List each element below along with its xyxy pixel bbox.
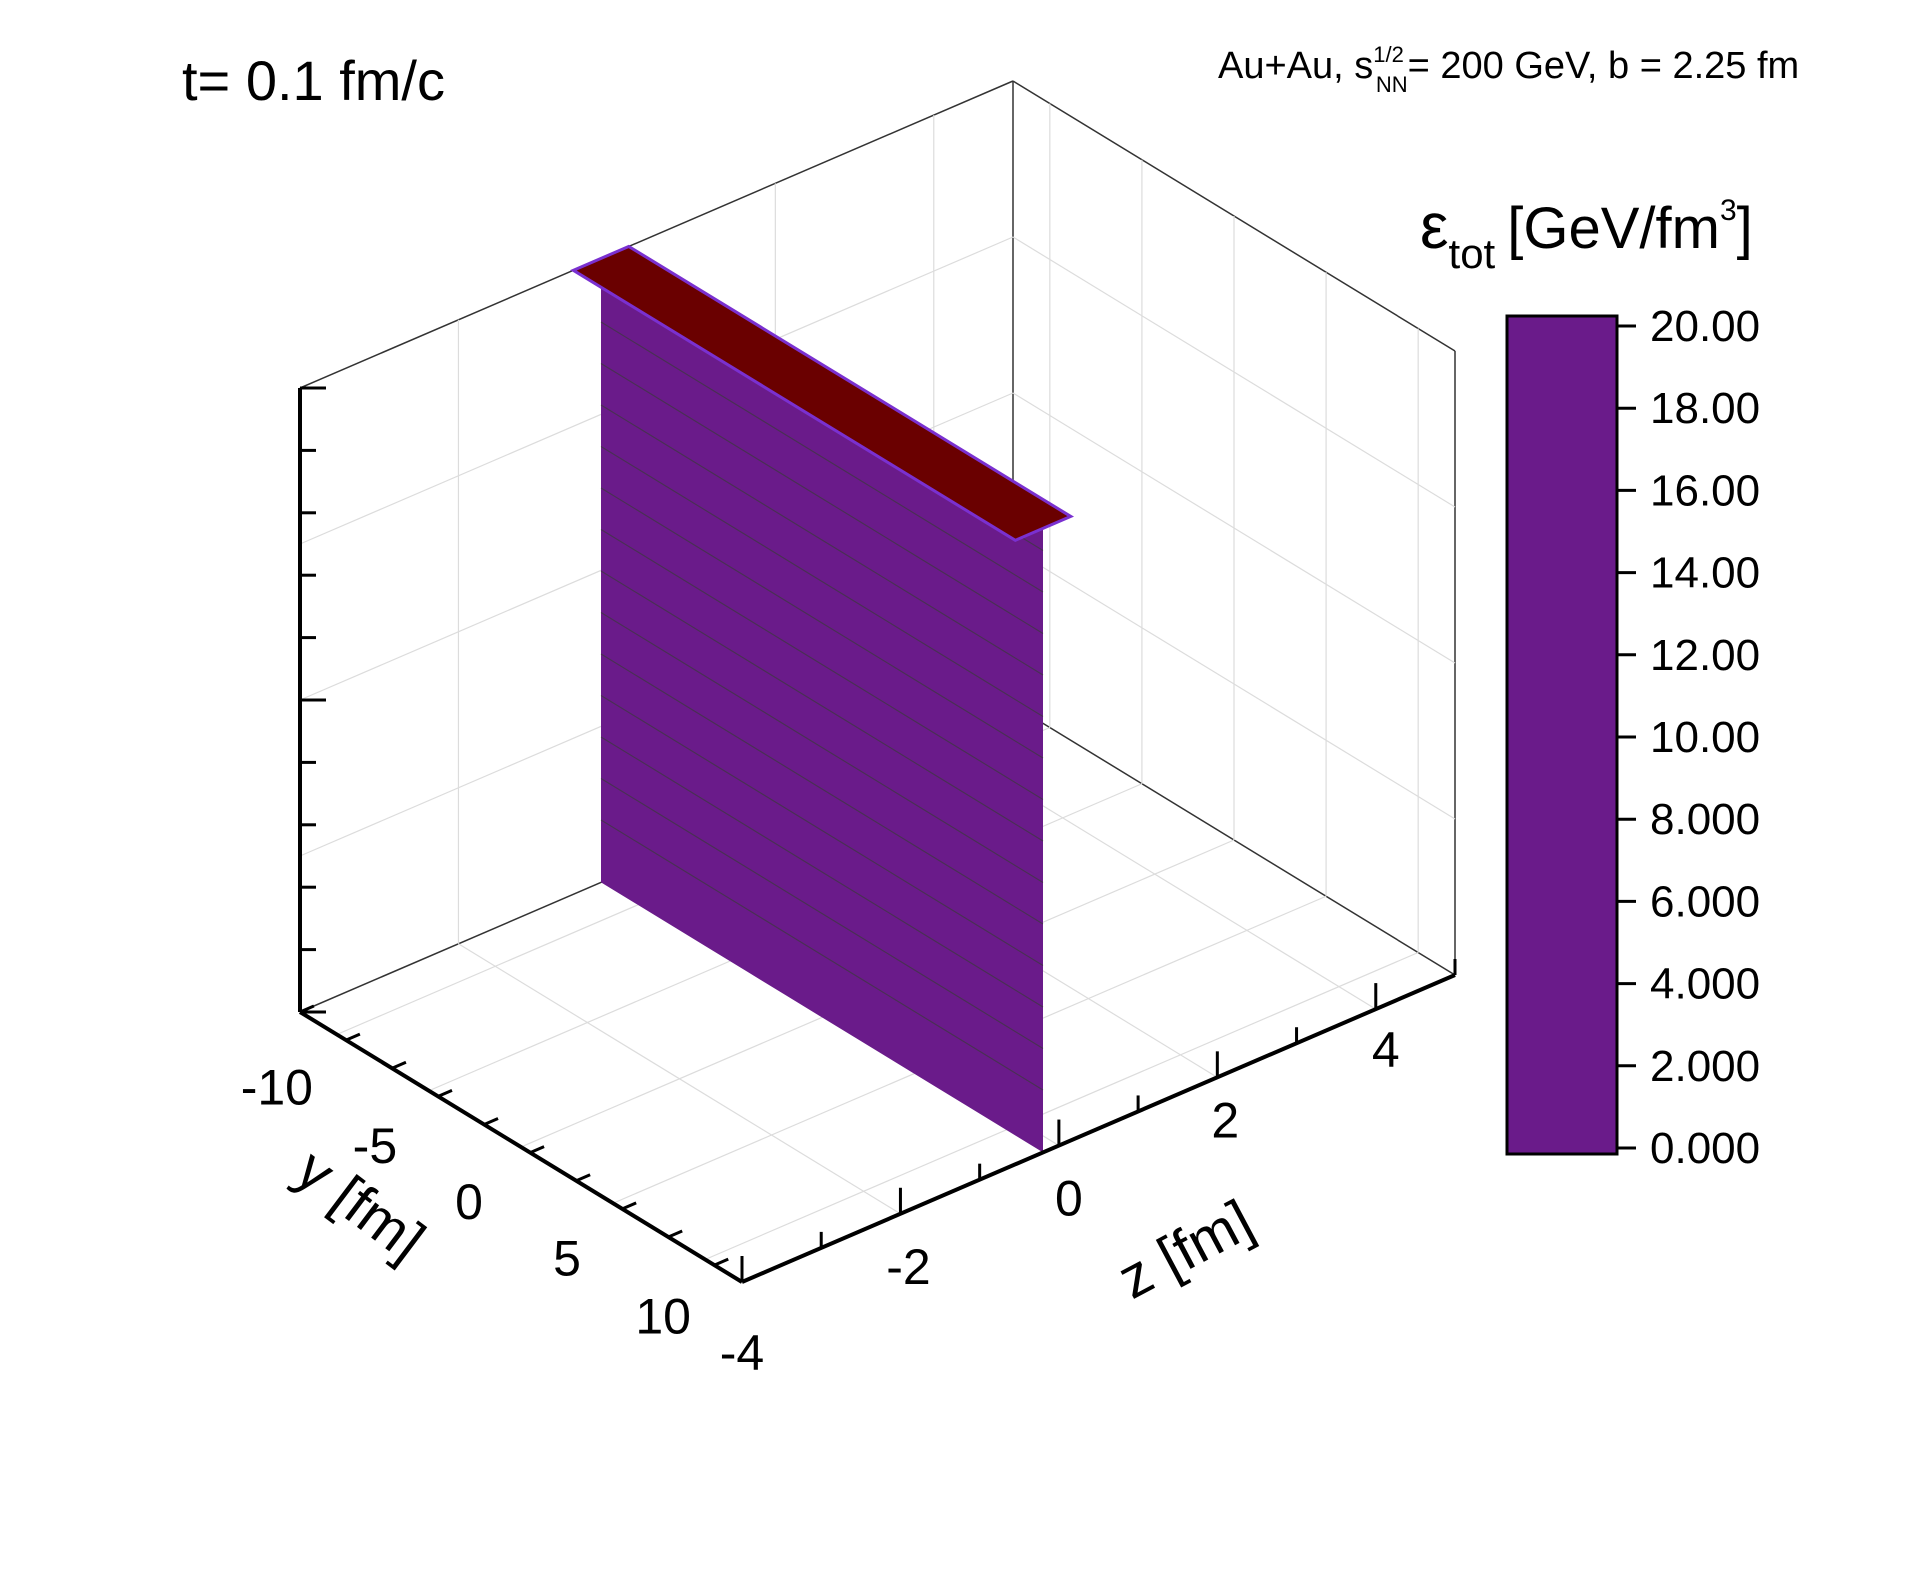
grid-line (1012, 548, 1456, 820)
x-tick (483, 1117, 499, 1126)
contour-line (600, 570, 1044, 842)
x-tick-label: 5 (553, 1230, 581, 1286)
contour-line (600, 487, 1044, 759)
x-tick (299, 1004, 315, 1014)
contour-line (600, 778, 1044, 1049)
contour-line (600, 404, 1044, 676)
colorbar-tick-label: 20.00 (1650, 302, 1760, 351)
x-tick (713, 1257, 729, 1267)
subtitle-sub: NN (1376, 72, 1408, 97)
colorbar-tick-label: 18.00 (1650, 384, 1760, 433)
axes: -10 -5 0 5 10 -4 -2 0 2 4 (241, 386, 1457, 1381)
contour-line (600, 363, 1044, 634)
contour-line (600, 446, 1044, 717)
colorbar-label: εtot [GeV/fm3] (1420, 190, 1753, 277)
grid-line (458, 943, 901, 1215)
x-tick (391, 1060, 407, 1070)
contour-line (600, 321, 1044, 593)
grid-line (1012, 392, 1456, 664)
energy-surface (570, 244, 1075, 1153)
colorbar-tick-label: 6.000 (1650, 877, 1760, 926)
colorbar: 20.00 18.00 16.00 14.00 12.00 10.00 8.000 6.000… (1505, 302, 1760, 1173)
contour-line (600, 819, 1044, 1091)
x-tick (345, 1032, 361, 1042)
colorbar-rect (1505, 314, 1619, 1156)
contour-line (600, 695, 1044, 966)
y-tick-label: 4 (1372, 1022, 1400, 1078)
y-tick-label: -4 (720, 1325, 764, 1381)
subtitle-suffix: = 200 GeV, b = 2.25 fm (1408, 45, 1800, 87)
x-tick (575, 1173, 591, 1183)
colorbar-tick-label: 10.00 (1650, 713, 1760, 762)
grid-line (1012, 236, 1456, 508)
x-tick-label: 0 (455, 1174, 483, 1230)
colorbar-label-sup: 3 (1720, 194, 1737, 227)
colorbar-tick-label: 8.000 (1650, 795, 1760, 844)
contour-line (600, 653, 1044, 925)
colorbar-label-sub: tot (1449, 230, 1496, 277)
colorbar-tick-label: 4.000 (1650, 960, 1760, 1009)
surface-top-ridge (570, 244, 1075, 543)
x-tick-label: -10 (241, 1060, 313, 1116)
chart-subtitle: Au+Au, s1/2 NN= 200 GeV, b = 2.25 fm (1218, 42, 1799, 97)
box-edge (299, 80, 1014, 389)
x-tick-label: -5 (353, 1118, 397, 1174)
grid-line (704, 951, 1419, 1261)
x-tick (437, 1089, 453, 1098)
colorbar-label-end: ] (1737, 196, 1753, 261)
contour-line (600, 612, 1044, 883)
y-axis-label: z [fm] (1108, 1188, 1264, 1312)
y-tick-label: -2 (886, 1239, 930, 1295)
subtitle-sup: 1/2 (1373, 42, 1404, 67)
y-tick-label: 0 (1055, 1171, 1083, 1227)
x-tick (667, 1229, 683, 1239)
x-tick (621, 1201, 637, 1211)
contour-line (600, 736, 1044, 1008)
colorbar-tick-label: 14.00 (1650, 549, 1760, 598)
axis-line (741, 973, 1456, 1284)
subtitle-prefix: Au+Au, s (1218, 45, 1373, 87)
x-tick (529, 1145, 545, 1155)
colorbar-tick-label: 12.00 (1650, 631, 1760, 680)
colorbar-label-main: ε (1420, 190, 1449, 262)
contour-line (600, 529, 1044, 800)
colorbar-tick-label: 0.000 (1650, 1124, 1760, 1173)
chart-title: t= 0.1 fm/c (182, 49, 445, 112)
colorbar-tick-label: 2.000 (1650, 1042, 1760, 1091)
colorbar-label-unit: [GeV/fm (1507, 196, 1720, 261)
x-tick-label: 10 (635, 1289, 691, 1345)
colorbar-tick-label: 16.00 (1650, 466, 1760, 515)
y-tick-label: 2 (1211, 1092, 1239, 1148)
